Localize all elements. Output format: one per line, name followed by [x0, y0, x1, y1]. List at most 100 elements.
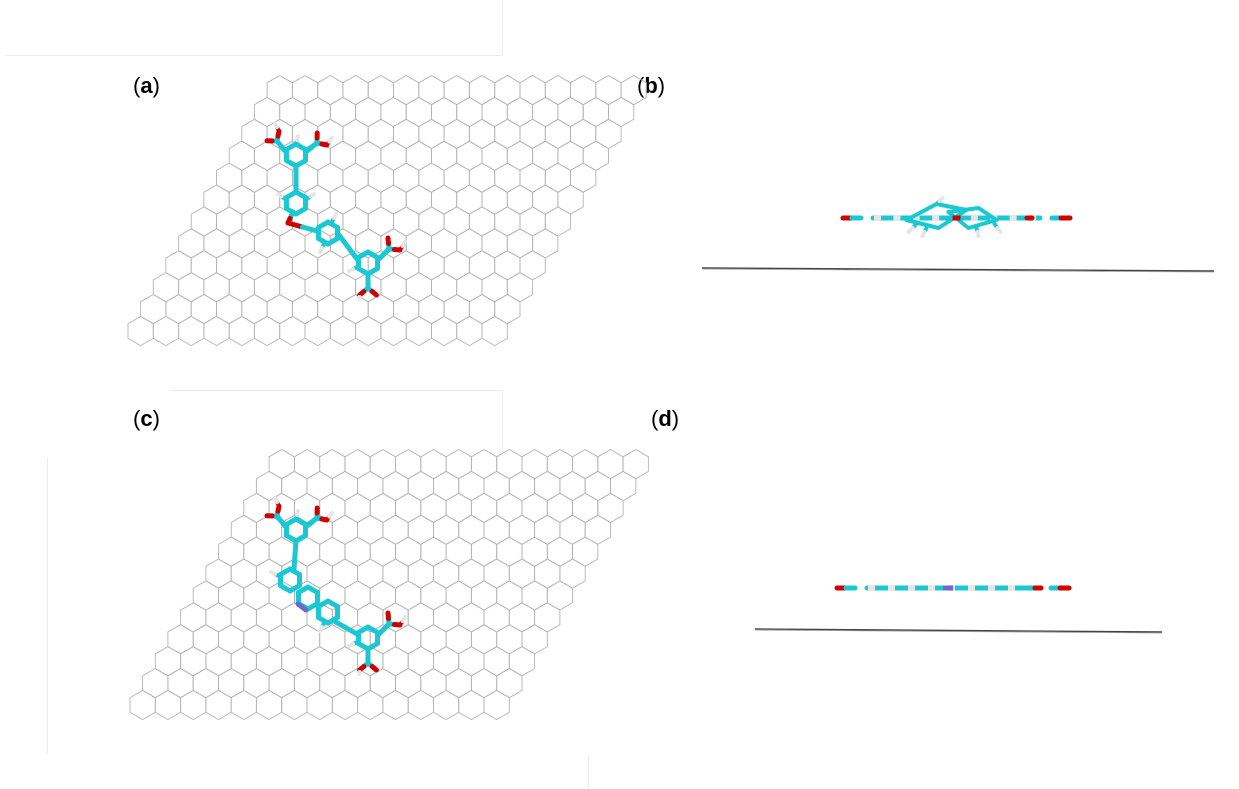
- lattice-hexagon: [291, 293, 319, 325]
- lattice-hexagon: [178, 315, 205, 347]
- lattice-hexagon: [620, 74, 647, 106]
- lattice-hexagon: [329, 272, 357, 303]
- lattice-hexagon: [329, 315, 357, 347]
- lattice-hexagon: [532, 140, 559, 171]
- lattice-hexagon: [443, 293, 470, 325]
- graphene-sheet-edge: [701, 267, 1215, 272]
- lattice-hexagon: [203, 228, 230, 259]
- lattice-hexagon: [140, 293, 167, 325]
- lattice-hexagon: [544, 162, 571, 193]
- lattice-hexagon: [521, 624, 548, 655]
- lattice-hexagon: [154, 689, 182, 721]
- lattice-hexagon: [443, 118, 470, 150]
- lattice-hexagon: [190, 293, 217, 325]
- frame-line-bottom-c: [588, 755, 589, 789]
- lattice-hexagon: [572, 492, 599, 524]
- lattice-hexagon: [319, 624, 346, 655]
- bond-stick: [299, 604, 309, 613]
- lattice-hexagon: [420, 492, 447, 524]
- lattice-hexagon: [243, 624, 270, 655]
- lattice-hexagon: [582, 140, 609, 171]
- lattice-hexagon: [266, 162, 293, 193]
- lattice-hexagon: [243, 492, 270, 524]
- lattice-hexagon: [342, 74, 369, 106]
- lattice-hexagon: [165, 293, 192, 325]
- lattice-hexagon: [291, 250, 319, 281]
- lattice-hexagon: [319, 667, 346, 699]
- lattice-hexagon: [205, 602, 232, 633]
- lattice-hexagon: [532, 184, 559, 215]
- lattice-hexagon: [470, 580, 498, 611]
- lattice-hexagon: [344, 492, 371, 524]
- panel-label-b: (b): [637, 73, 666, 98]
- lattice-hexagon: [494, 206, 521, 237]
- lattice-hexagon: [557, 140, 584, 171]
- lattice-hexagon: [203, 315, 230, 347]
- bond-stick: [295, 509, 300, 517]
- lattice-hexagon: [420, 624, 447, 655]
- lattice-hexagon: [458, 689, 485, 721]
- lattice-hexagon: [281, 646, 308, 677]
- lattice-hexagon: [519, 206, 546, 237]
- lattice-hexagon: [470, 536, 498, 567]
- lattice-hexagon: [521, 492, 548, 524]
- lattice-hexagon: [180, 602, 207, 633]
- lattice-hexagon: [190, 206, 217, 237]
- lattice-hexagon: [344, 667, 371, 699]
- lattice-hexagon: [243, 536, 270, 567]
- lattice-hexagon: [355, 140, 382, 171]
- graphene-sheet-edge: [701, 268, 1215, 273]
- lattice-hexagon: [506, 272, 534, 303]
- lattice-hexagon: [445, 492, 472, 524]
- bond-stick: [269, 570, 277, 576]
- hydrogen-atom: [874, 215, 881, 221]
- lattice-hexagon: [357, 514, 384, 545]
- lattice-hexagon: [494, 250, 521, 281]
- frame-line-right-c: [502, 390, 503, 455]
- lattice-hexagon: [483, 514, 510, 545]
- lattice-hexagon: [494, 74, 521, 106]
- molecule-top-view-c: [264, 496, 407, 676]
- graphene-sheet-edge: [754, 629, 1163, 634]
- lattice-hexagon: [152, 272, 180, 303]
- lattice-hexagon: [367, 162, 394, 193]
- lattice-hexagon: [597, 448, 624, 480]
- lattice-hexagon: [544, 206, 571, 237]
- lattice-hexagon: [570, 74, 597, 106]
- lattice-hexagon: [584, 514, 611, 545]
- lattice-hexagon: [534, 558, 561, 589]
- lattice-hexagon: [205, 689, 232, 721]
- lattice-hexagon: [508, 646, 536, 677]
- panel-label-a: (a): [133, 73, 160, 98]
- lattice-hexagon: [218, 580, 245, 611]
- lattice-hexagon: [216, 293, 243, 325]
- lattice-hexagon: [546, 536, 573, 567]
- lattice-hexagon: [253, 140, 281, 171]
- lattice-hexagon: [481, 96, 508, 128]
- lattice-hexagon: [470, 667, 498, 699]
- lattice-hexagon: [496, 580, 523, 611]
- lattice-hexagon: [304, 96, 331, 128]
- hydrogen-atom: [893, 215, 901, 221]
- lattice-hexagon: [357, 689, 384, 721]
- lattice-hexagon: [443, 74, 470, 106]
- lattice-hexagon: [494, 118, 521, 150]
- lattice-hexagon: [218, 624, 245, 655]
- bond-stick: [273, 496, 279, 505]
- lattice-hexagon: [317, 250, 344, 281]
- lattice-hexagon: [329, 140, 357, 171]
- bond-stick: [285, 220, 305, 230]
- lattice-hexagon: [230, 602, 257, 633]
- lattice-hexagon: [483, 646, 510, 677]
- lattice-hexagon: [481, 272, 508, 303]
- lattice-hexagon: [433, 558, 460, 589]
- lattice-hexagon: [342, 293, 369, 325]
- lattice-hexagon: [304, 272, 331, 303]
- frame-line-right-a: [502, 0, 503, 55]
- lattice-hexagon: [369, 667, 396, 699]
- bond-stick: [400, 615, 407, 623]
- lattice-hexagon: [431, 228, 458, 259]
- lattice-hexagon: [407, 646, 434, 677]
- lattice-hexagon: [393, 162, 420, 193]
- lattice-hexagon: [241, 206, 268, 237]
